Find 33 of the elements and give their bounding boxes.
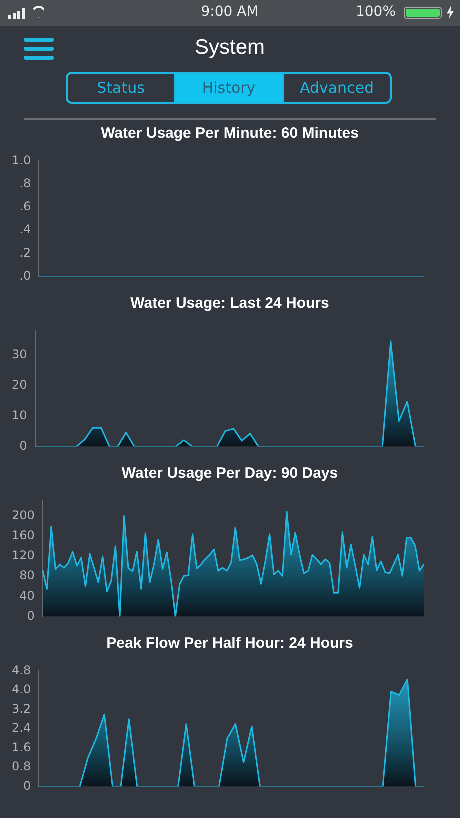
y-tick-label: .0 [20,268,32,283]
text: 100% [356,4,396,20]
chart-title: Water Usage Per Minute: 60 Minutes [100,124,360,144]
y-tick-label: 0 [20,438,28,453]
y-tick-label: 3.2 [12,702,32,716]
y-tick-label: .8 [20,176,32,190]
y-tick-label: 4.8 [12,663,32,678]
text: History [174,74,282,102]
y-tick-label: .2 [20,246,32,260]
y-tick-label: 40 [20,588,35,603]
y-tick-label: 2.4 [12,721,32,736]
y-tick-label: .6 [20,200,32,214]
text: 9:00 AM [201,4,259,20]
y-tick-label: 200 [12,508,35,522]
y-tick-label: 0 [23,778,32,793]
y-tick-label: 160 [12,528,35,543]
y-tick-label: 4.0 [12,682,32,697]
y-tick-label: 0 [27,608,35,623]
y-tick-label: 10 [12,408,28,423]
chart-title: Peak Flow Per Half Hour: 24 Hours [106,634,354,654]
text: Advanced [282,74,390,102]
y-tick-label: .4 [20,222,32,237]
y-tick-label: 30 [12,348,28,362]
chart-title: Water Usage Per Day: 90 Days [120,464,340,484]
text: System [194,36,266,60]
y-tick-label: 0.8 [12,760,32,774]
y-tick-label: 80 [20,568,35,583]
y-tick-label: 20 [12,378,28,392]
y-tick-label: 1.0 [12,153,32,168]
y-tick-label: 120 [12,548,35,563]
text: Status [96,78,146,99]
chart-title: Water Usage: Last 24 Hours [130,294,330,314]
y-tick-label: 1.6 [12,740,32,754]
